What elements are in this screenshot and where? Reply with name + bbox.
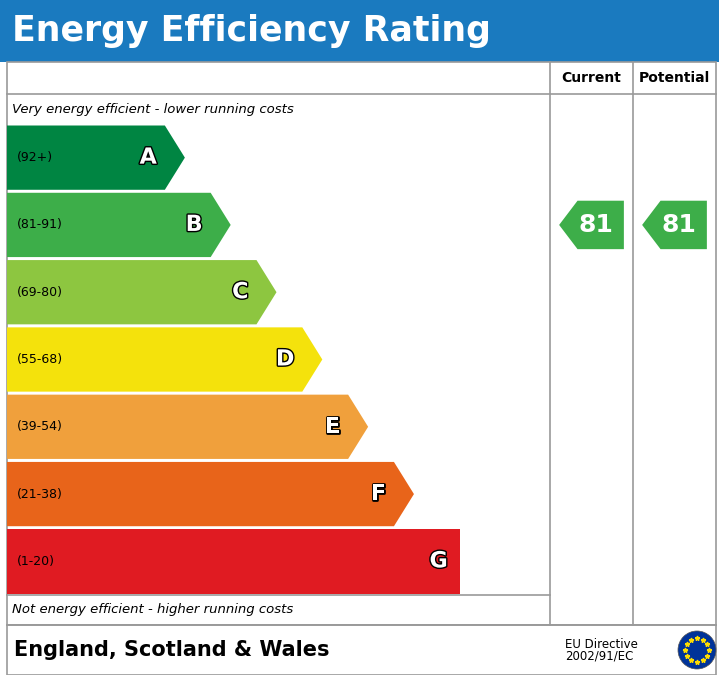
Bar — [7, 62, 716, 625]
Polygon shape — [7, 529, 459, 593]
Polygon shape — [7, 395, 368, 459]
Text: Very energy efficient - lower running costs: Very energy efficient - lower running co… — [12, 103, 294, 115]
Text: (81-91): (81-91) — [17, 219, 63, 232]
Circle shape — [678, 631, 716, 669]
Text: C: C — [232, 282, 249, 302]
Polygon shape — [7, 327, 322, 392]
Text: 81: 81 — [661, 213, 697, 237]
Text: (55-68): (55-68) — [17, 353, 63, 366]
Text: F: F — [371, 484, 386, 504]
Text: B: B — [186, 215, 203, 235]
Text: (21-38): (21-38) — [17, 487, 63, 501]
Text: EU Directive: EU Directive — [565, 637, 638, 651]
Text: England, Scotland & Wales: England, Scotland & Wales — [14, 640, 329, 660]
Polygon shape — [7, 126, 185, 190]
Polygon shape — [642, 200, 707, 249]
Text: (39-54): (39-54) — [17, 421, 63, 433]
Bar — [0, 0, 719, 62]
Polygon shape — [7, 462, 414, 526]
Text: A: A — [139, 148, 157, 167]
Text: (69-80): (69-80) — [17, 286, 63, 299]
Text: G: G — [429, 551, 448, 571]
Text: D: D — [276, 350, 294, 369]
Polygon shape — [559, 200, 624, 249]
Text: 2002/91/EC: 2002/91/EC — [565, 649, 633, 662]
Text: Not energy efficient - higher running costs: Not energy efficient - higher running co… — [12, 603, 293, 616]
Text: (92+): (92+) — [17, 151, 53, 164]
Text: Potential: Potential — [639, 71, 710, 85]
Text: (1-20): (1-20) — [17, 555, 55, 568]
Bar — [7, 625, 716, 675]
Text: Energy Efficiency Rating: Energy Efficiency Rating — [12, 14, 491, 48]
Polygon shape — [7, 193, 231, 257]
Text: 81: 81 — [579, 213, 613, 237]
Text: Current: Current — [562, 71, 621, 85]
Polygon shape — [7, 260, 277, 325]
Text: E: E — [325, 416, 340, 437]
